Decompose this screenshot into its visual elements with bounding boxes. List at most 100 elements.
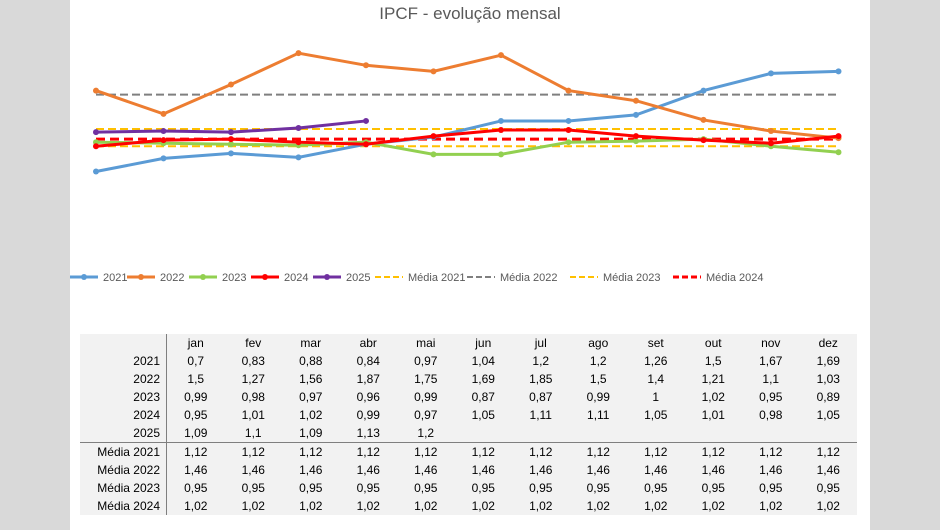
table-cell: 0,97 bbox=[299, 390, 323, 404]
table-cell: 1,02 bbox=[529, 499, 553, 513]
point-2022-fev bbox=[160, 110, 167, 117]
legend-marker bbox=[262, 274, 268, 280]
legend-label: Média 2023 bbox=[603, 272, 661, 284]
row-label: Média 2022 bbox=[80, 461, 167, 479]
table-body: 2021 0,7 0,83 0,88 0,84 0,97 1,04 1,2 1,2 1,26 1,5… bbox=[80, 352, 857, 515]
table-cell: 0,99 bbox=[356, 408, 380, 422]
point-2022-set bbox=[633, 97, 639, 104]
table-cell: 0,97 bbox=[414, 408, 438, 422]
table-row: 2022 1,5 1,27 1,56 1,87 1,75 1,69 1,85 1,5 1,4 1,2… bbox=[80, 370, 857, 388]
table-cell: 1,21 bbox=[701, 372, 725, 386]
table-cell: 1,12 bbox=[684, 442, 742, 461]
table-cell: 0,95 bbox=[759, 390, 783, 404]
table-cell: 1,02 bbox=[414, 499, 438, 513]
legend-item-2022: 2022 bbox=[127, 272, 184, 284]
point-2021-jul bbox=[498, 117, 504, 124]
point-2024-jun bbox=[430, 133, 437, 140]
table-cell: 1,46 bbox=[241, 463, 265, 477]
row-label: 2025 bbox=[80, 424, 167, 443]
table-cell: 1,75 bbox=[414, 372, 438, 386]
table-cell: 1,11 bbox=[529, 408, 552, 422]
table-cell: 0,97 bbox=[414, 354, 438, 368]
table-cell: 0,95 bbox=[816, 481, 840, 495]
table-cell: 1,02 bbox=[701, 499, 725, 513]
table-cell: 1,46 bbox=[644, 463, 668, 477]
table-cell bbox=[627, 424, 685, 443]
table-cell: 0,83 bbox=[241, 354, 265, 368]
legend-item-m-dia-2022: Média 2022 bbox=[467, 272, 558, 284]
point-2021-nov bbox=[768, 70, 774, 77]
table-cell: 1,1 bbox=[244, 426, 262, 440]
point-2022-out bbox=[700, 116, 707, 123]
point-2024-dez bbox=[835, 133, 842, 140]
table-cell: 1,27 bbox=[241, 372, 265, 386]
column-header: nov bbox=[761, 336, 781, 350]
table-cell: 1,02 bbox=[299, 499, 323, 513]
point-2023-mar bbox=[228, 141, 234, 148]
table-cell: 0,87 bbox=[471, 390, 495, 404]
table-row: Média 2023 0,95 0,95 0,95 0,95 0,95 0,95 0,95 0,… bbox=[80, 479, 857, 497]
table-cell: 0,95 bbox=[471, 481, 495, 495]
point-2021-jan bbox=[93, 168, 99, 175]
table-header-row: jan fev mar abr mai jun jul ago set out nov dez bbox=[80, 334, 857, 352]
table-cell: 1,12 bbox=[512, 442, 570, 461]
table-cell: 0,95 bbox=[644, 481, 668, 495]
table-cell: 0,95 bbox=[414, 481, 438, 495]
table-cell: 1,56 bbox=[299, 372, 323, 386]
point-2022-jul bbox=[498, 52, 504, 59]
table-cell bbox=[800, 424, 858, 443]
point-2025-abr bbox=[295, 125, 302, 132]
data-table: jan fev mar abr mai jun jul ago set out nov dez 202… bbox=[80, 334, 857, 515]
table-cell: 1,02 bbox=[241, 499, 265, 513]
point-2022-jun bbox=[430, 68, 437, 75]
table-cell: 1,02 bbox=[299, 408, 323, 422]
series-line-2021 bbox=[95, 69, 839, 174]
legend-label: 2024 bbox=[284, 272, 308, 284]
row-label: 2023 bbox=[80, 388, 167, 406]
table-cell: 0,95 bbox=[586, 481, 610, 495]
table-row: 2021 0,7 0,83 0,88 0,84 0,97 1,04 1,2 1,2 1,26 1,5… bbox=[80, 352, 857, 370]
column-header: out bbox=[704, 336, 722, 350]
table-cell: 0,89 bbox=[816, 390, 840, 404]
row-label: Média 2023 bbox=[80, 479, 167, 497]
table-cell: 1,2 bbox=[532, 354, 550, 368]
table-cell: 1,46 bbox=[816, 463, 840, 477]
point-2025-fev bbox=[160, 128, 167, 135]
table-cell: 1,5 bbox=[704, 354, 722, 368]
table-cell: 1,46 bbox=[529, 463, 553, 477]
chart-title: IPCF - evolução mensal bbox=[379, 4, 561, 23]
table-cell: 1,46 bbox=[414, 463, 438, 477]
point-2021-ago bbox=[565, 117, 572, 124]
legend-item-m-dia-2024: Média 2024 bbox=[673, 272, 764, 284]
table-cell: 1,87 bbox=[356, 372, 380, 386]
point-2022-nov bbox=[768, 128, 774, 135]
table-cell: 0,96 bbox=[356, 390, 380, 404]
point-2024-mai bbox=[363, 141, 369, 148]
table-cell: 0,95 bbox=[184, 481, 208, 495]
point-2024-abr bbox=[295, 139, 302, 146]
table-cell: 0,98 bbox=[759, 408, 783, 422]
table-cell: 0,95 bbox=[356, 481, 380, 495]
table-row: 2023 0,99 0,98 0,97 0,96 0,99 0,87 0,87 0,99 1 1,0… bbox=[80, 388, 857, 406]
legend-marker bbox=[138, 274, 144, 280]
column-header: ago bbox=[588, 336, 609, 350]
table-row: 2024 0,95 1,01 1,02 0,99 0,97 1,05 1,11 1,11 1,05… bbox=[80, 406, 857, 424]
legend-label: Média 2021 bbox=[408, 272, 466, 284]
row-label: 2024 bbox=[80, 406, 167, 424]
table-cell: 1,02 bbox=[586, 499, 610, 513]
column-header: jul bbox=[534, 336, 547, 350]
point-2023-set bbox=[633, 138, 639, 145]
table-cell: 0,95 bbox=[299, 481, 323, 495]
legend-label: 2023 bbox=[222, 272, 246, 284]
table-row: Média 2021 1,12 1,12 1,12 1,12 1,12 1,12 1,12 1,… bbox=[80, 442, 857, 461]
table-cell bbox=[455, 424, 513, 443]
table-cell: 1,12 bbox=[397, 442, 455, 461]
point-2024-nov bbox=[768, 140, 774, 147]
table-cell: 0,95 bbox=[184, 408, 208, 422]
legend-item-2023: 2023 bbox=[189, 272, 246, 284]
table-cell: 1,02 bbox=[471, 499, 495, 513]
legend-marker bbox=[200, 274, 206, 280]
table-cell: 1,69 bbox=[816, 354, 840, 368]
row-label: 2022 bbox=[80, 370, 167, 388]
table-cell: 1,46 bbox=[759, 463, 783, 477]
